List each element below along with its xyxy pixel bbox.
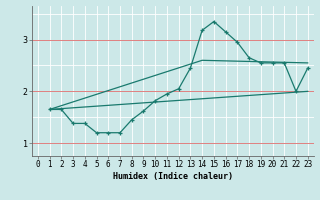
X-axis label: Humidex (Indice chaleur): Humidex (Indice chaleur) (113, 172, 233, 181)
